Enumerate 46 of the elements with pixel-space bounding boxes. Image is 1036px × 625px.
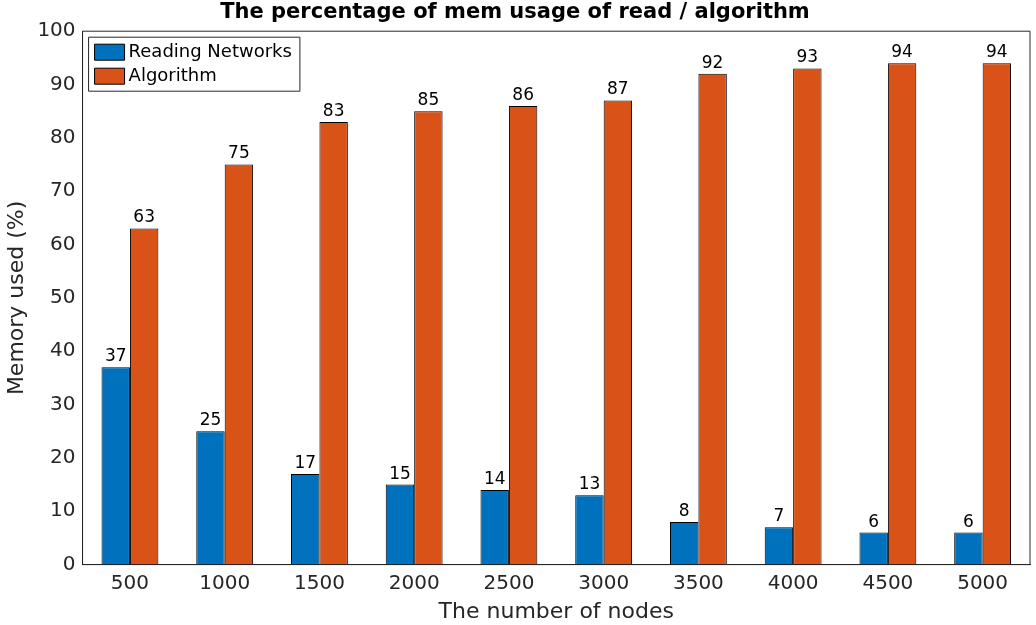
data-label: 63 <box>133 206 155 227</box>
data-label: 6 <box>963 510 974 531</box>
y-tick-label: 10 <box>50 497 76 522</box>
y-tick-label: 70 <box>50 177 76 202</box>
legend-label: Reading Networks <box>128 39 292 61</box>
x-tick-label: 500 <box>110 569 150 594</box>
x-tick-label: 3000 <box>578 569 630 594</box>
data-label: 83 <box>322 99 345 120</box>
y-tick-label: 0 <box>62 550 76 575</box>
y-axis-title: Memory used (%) <box>2 200 28 396</box>
y-tick-label: 20 <box>50 444 76 469</box>
x-tick-label: 4500 <box>862 569 914 594</box>
y-tick-label: 30 <box>50 390 76 415</box>
x-tick-label: 1500 <box>293 569 345 594</box>
data-label: 87 <box>607 78 629 99</box>
x-axis-title: The number of nodes <box>437 597 674 623</box>
x-tick-label: 4000 <box>767 569 819 594</box>
data-label: 75 <box>228 142 250 163</box>
legend-label: Algorithm <box>128 63 217 85</box>
data-label: 14 <box>483 467 506 488</box>
data-label: 8 <box>678 499 690 520</box>
data-label: 15 <box>389 462 411 483</box>
data-label: 92 <box>701 51 724 72</box>
y-tick-label: 40 <box>50 337 76 362</box>
data-label: 7 <box>773 505 785 526</box>
y-tick-label: 90 <box>50 70 76 95</box>
data-label: 86 <box>512 83 534 104</box>
data-label: 17 <box>294 451 317 472</box>
data-label: 94 <box>891 41 913 62</box>
x-tick-label: 3500 <box>672 569 724 594</box>
data-label: 37 <box>104 345 127 366</box>
data-label: 13 <box>578 473 601 494</box>
data-label: 6 <box>868 510 880 531</box>
y-tick-label: 60 <box>50 230 76 255</box>
x-tick-label: 1000 <box>199 569 251 594</box>
data-label: 94 <box>986 41 1008 62</box>
data-label: 85 <box>417 89 440 110</box>
y-tick-label: 50 <box>50 284 76 309</box>
x-tick-label: 2000 <box>388 569 440 594</box>
x-tick-label: 5000 <box>957 569 1009 594</box>
x-tick-label: 2500 <box>483 569 535 594</box>
data-label: 93 <box>796 46 819 67</box>
chart-title: The percentage of mem usage of read / algorithm <box>220 0 810 24</box>
data-label: 25 <box>199 409 222 430</box>
y-tick-label: 100 <box>37 17 76 42</box>
y-tick-label: 80 <box>50 124 76 149</box>
